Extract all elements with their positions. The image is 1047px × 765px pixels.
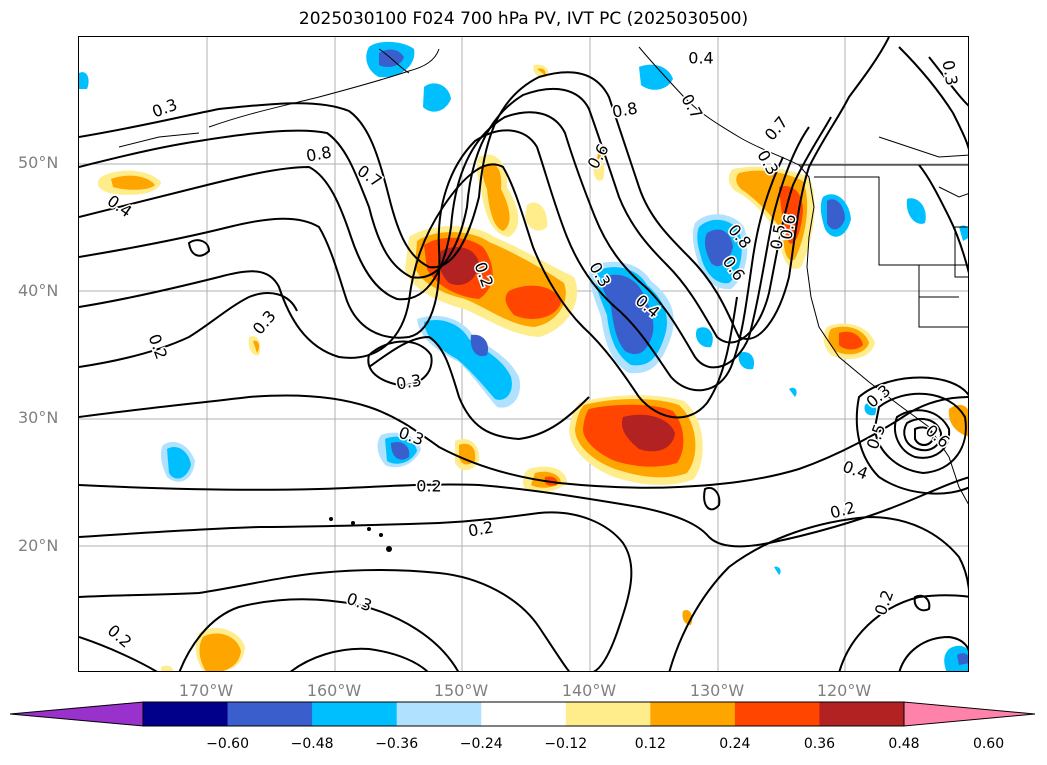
- colorbar-tick-label: −0.24: [459, 736, 503, 752]
- contour-label: 0.2: [467, 517, 495, 540]
- colorbar-segment: [312, 702, 398, 726]
- colorbar-tick-label: 0.24: [719, 736, 751, 752]
- lon-label-130w: 130°W: [689, 681, 745, 700]
- contour-label: 0.5: [766, 223, 789, 251]
- contour-label: 0.3: [344, 589, 374, 616]
- shaded-anomalies: [79, 41, 968, 671]
- colorbar-segment: [227, 702, 313, 726]
- colorbar-segment: [481, 702, 567, 726]
- lon-label-170w: 170°W: [178, 681, 234, 700]
- colorbar-tick-label: 0.60: [972, 736, 1005, 752]
- colorbar-tick-label: 0.12: [634, 736, 666, 752]
- colorbar-segment: [650, 702, 736, 726]
- lon-label-160w: 160°W: [306, 681, 362, 700]
- contour-label: 0.6: [776, 213, 799, 241]
- map-canvas: 0.40.3 0.8 0.70.60.80.70.70.40.60.80.30.50…: [79, 37, 968, 671]
- colorbar-segment: [819, 702, 905, 726]
- map-panel[interactable]: 0.4 0.3 0.8 0.7 0.6 0.8 0.7 0.7 0.4 0.6 0.8 0.3 0.5 0…: [78, 36, 969, 672]
- colorbar-extend-right: [904, 702, 1035, 726]
- contour-label: 0.3: [395, 370, 423, 393]
- colorbar-segment: [565, 702, 651, 726]
- lon-label-120w: 120°W: [816, 681, 872, 700]
- contour-label: 0.3: [938, 59, 961, 87]
- lat-label-30n: 30°N: [18, 408, 59, 427]
- colorbar-segment: [734, 702, 820, 726]
- lat-label-20n: 20°N: [18, 536, 59, 555]
- contour-label: 0.4: [104, 191, 136, 221]
- colorbar-extend-left: [10, 702, 143, 726]
- colorbar-tick-label: 0.36: [803, 736, 836, 752]
- contour-label: 0.2: [145, 331, 172, 361]
- colorbar-tick-label: −0.12: [544, 736, 588, 752]
- colorbar-tick-label: −0.36: [375, 736, 419, 752]
- contour-label: 0.2: [416, 477, 441, 496]
- colorbar-segment: [396, 702, 482, 726]
- colorbar-tick-label: −0.60: [206, 736, 249, 752]
- colorbar-segment: [143, 702, 229, 726]
- contour-label: 0.3: [249, 307, 280, 339]
- lon-label-140w: 140°W: [561, 681, 617, 700]
- contour-label: 0.8: [611, 98, 639, 121]
- lon-label-150w: 150°W: [433, 681, 489, 700]
- contour-label: 0.7: [677, 91, 706, 123]
- colorbar: [10, 701, 1036, 727]
- contour-label: 0.4: [688, 49, 713, 68]
- contour-label: 0.7: [761, 113, 792, 145]
- coastlines: [118, 46, 968, 505]
- contour-label: 0.5: [863, 421, 890, 451]
- pv-contours: [79, 37, 968, 671]
- contour-label: 0.2: [871, 587, 898, 617]
- contour-label: 0.8: [305, 142, 333, 165]
- lat-label-40n: 40°N: [18, 281, 59, 300]
- hawaiian-islands: [329, 517, 392, 552]
- colorbar-tick-label: 0.48: [888, 736, 920, 752]
- map-title: 2025030100 F024 700 hPa PV, IVT PC (2025…: [298, 9, 749, 29]
- lat-label-50n: 50°N: [18, 153, 59, 172]
- colorbar-tick-label: −0.48: [290, 736, 334, 752]
